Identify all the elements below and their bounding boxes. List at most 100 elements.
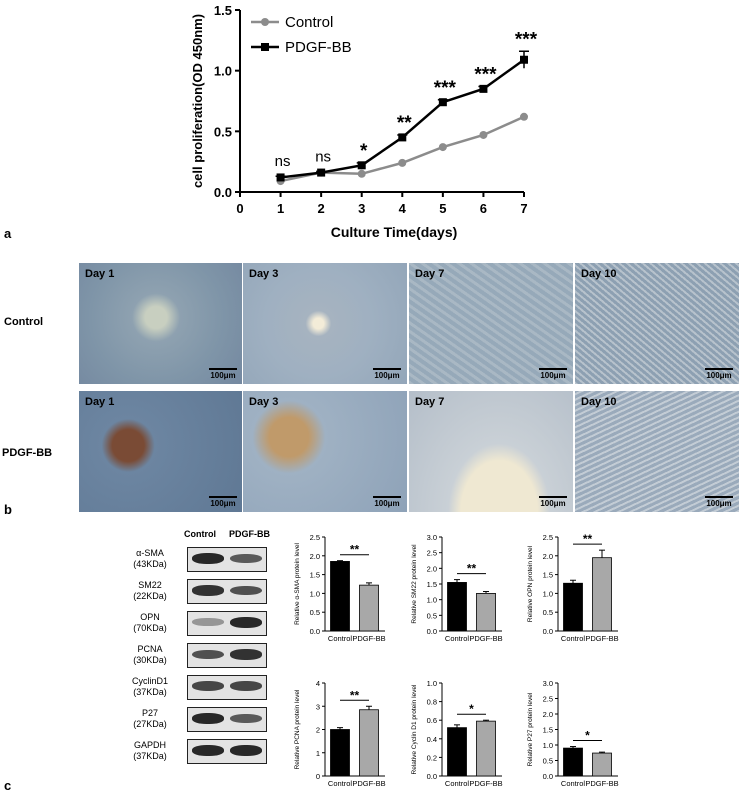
wb-protein-name: OPN	[140, 612, 160, 622]
y-tick-label: 1.0	[214, 64, 232, 79]
micrograph-control-day-10: Day 10 100μm	[574, 262, 740, 385]
wb-band	[230, 617, 262, 628]
scale-bar: 100μm	[209, 496, 237, 508]
x-tick-label: Control	[328, 634, 353, 643]
micrograph-control-day-3: Day 3 100μm	[242, 262, 408, 385]
y-axis-title: Relative P27 protein level	[527, 692, 534, 766]
x-tick-label: 4	[399, 201, 407, 216]
y-tick-label: 1.5	[543, 726, 553, 735]
x-tick-label: PDGF-BB	[469, 779, 502, 788]
scale-bar-line	[373, 368, 401, 370]
y-tick-label: 0.0	[543, 627, 553, 636]
day-label: Day 10	[581, 396, 617, 408]
data-point-pdgf	[520, 55, 528, 64]
data-point-pdgf	[317, 168, 326, 177]
bar-pdgf	[359, 709, 379, 777]
x-tick-label: PDGF-BB	[469, 634, 502, 643]
y-tick-label: 3	[316, 702, 320, 711]
y-tick-label: 0.0	[427, 772, 437, 781]
wb-protein-name: PCNA	[137, 644, 163, 654]
significance-mark: ns	[315, 148, 331, 165]
legend-pdgf-label: PDGF-BB	[285, 39, 352, 56]
bar-pdgf	[476, 593, 496, 632]
bar-chart-5: 0.0 0.2 0.4 0.6 0.8 1.0 Relative Cyclin D1 pro…	[411, 679, 503, 788]
y-tick-label: 0.0	[310, 627, 320, 636]
bar-pdgf	[359, 584, 379, 632]
wb-blot-strip	[187, 675, 267, 700]
y-tick-label: 2.5	[310, 533, 320, 542]
y-tick-label: 1.5	[543, 571, 553, 580]
wb-protein-name: α-SMA	[136, 548, 164, 558]
day-label: Day 1	[85, 396, 115, 408]
scale-bar-label: 100μm	[210, 499, 236, 508]
data-point-control	[357, 169, 366, 178]
significance-mark: ***	[434, 78, 457, 99]
y-tick-label: 0.8	[427, 698, 437, 707]
significance-mark: ***	[515, 29, 538, 50]
bar-control	[330, 561, 350, 632]
y-tick-label: 1.5	[310, 571, 320, 580]
bar-control	[330, 729, 350, 777]
scale-bar: 100μm	[373, 368, 401, 380]
data-point-pdgf	[398, 133, 407, 142]
data-point-control	[479, 130, 488, 139]
wb-blot-strip	[187, 739, 267, 764]
micrograph-pdgf-day-7: Day 7 100μm	[408, 390, 574, 513]
panel-letter-b: b	[4, 502, 12, 517]
y-tick-label: 0.6	[427, 716, 437, 725]
scale-bar-label: 100μm	[374, 499, 400, 508]
y-tick-label: 2.0	[310, 552, 320, 561]
wb-band	[192, 681, 224, 692]
y-tick-label: 0.5	[543, 757, 553, 766]
proliferation-line-chart: 0 1 2 3 4 5 6 7 0.0 0.5 1.0 1.5 Culture Time(days) ce…	[190, 3, 538, 240]
bar-control	[563, 747, 583, 777]
x-tick-label: 7	[520, 201, 527, 216]
bar-chart-6: 0.0 0.5 1.0 1.5 2.0 2.5 3.0 Relative P27 protei…	[527, 679, 619, 788]
y-tick-label: 1	[316, 749, 320, 758]
significance-mark: *	[585, 729, 590, 743]
wb-band	[230, 745, 262, 756]
x-tick-label: PDGF-BB	[352, 634, 385, 643]
y-tick-label: 1.0	[543, 741, 553, 750]
x-tick-label: PDGF-BB	[352, 779, 385, 788]
scale-bar-label: 100μm	[374, 371, 400, 380]
scale-bar-label: 100μm	[540, 499, 566, 508]
data-point-control	[520, 112, 528, 121]
wb-blot-strip	[187, 707, 267, 732]
significance-mark: **	[467, 562, 477, 576]
wb-band	[230, 553, 262, 564]
scale-bar: 100μm	[373, 496, 401, 508]
wb-molecular-weight: (43KDa)	[133, 559, 167, 569]
x-tick-label: Control	[561, 779, 586, 788]
wb-label-pcna: PCNA (30KDa)	[120, 644, 180, 666]
wb-molecular-weight: (37KDa)	[133, 687, 167, 697]
bar-chart-2: 0.0 0.5 1.0 1.5 2.0 2.5 3.0 Relative SM22 prote…	[411, 533, 503, 643]
wb-molecular-weight: (30KDa)	[133, 655, 167, 665]
wb-protein-name: SM22	[138, 580, 162, 590]
day-label: Day 7	[415, 396, 445, 408]
wb-molecular-weight: (22KDa)	[133, 591, 167, 601]
scale-bar-line	[539, 496, 567, 498]
scale-bar-label: 100μm	[540, 371, 566, 380]
wb-blot-strip	[187, 547, 267, 572]
wb-protein-name: CyclinD1	[131, 676, 168, 686]
bar-pdgf	[592, 752, 612, 777]
data-point-pdgf	[479, 84, 488, 93]
scale-bar: 100μm	[209, 368, 237, 380]
y-tick-label: 1.0	[310, 589, 320, 598]
wb-protein-name: P27	[141, 708, 158, 718]
y-axis-title: Relative Cyclin D1 protein level	[411, 684, 418, 775]
bar-control	[563, 582, 583, 632]
row-label-control: Control	[4, 316, 44, 328]
scale-bar-line	[209, 368, 237, 370]
wb-label-α-sma: α-SMA (43KDa)	[120, 548, 180, 570]
scale-bar-line	[705, 496, 733, 498]
day-label: Day 3	[249, 268, 279, 280]
y-tick-label: 0.2	[427, 753, 437, 762]
scale-bar-label: 100μm	[706, 499, 732, 508]
data-point-control	[438, 143, 447, 152]
significance-mark: *	[360, 141, 368, 162]
wb-protein-name: GAPDH	[133, 740, 166, 750]
y-tick-label: 1.5	[214, 3, 232, 18]
protein-bar-charts: 0.0 0.5 1.0 1.5 2.0 2.5 Relative α-SMA protein…	[294, 532, 619, 788]
